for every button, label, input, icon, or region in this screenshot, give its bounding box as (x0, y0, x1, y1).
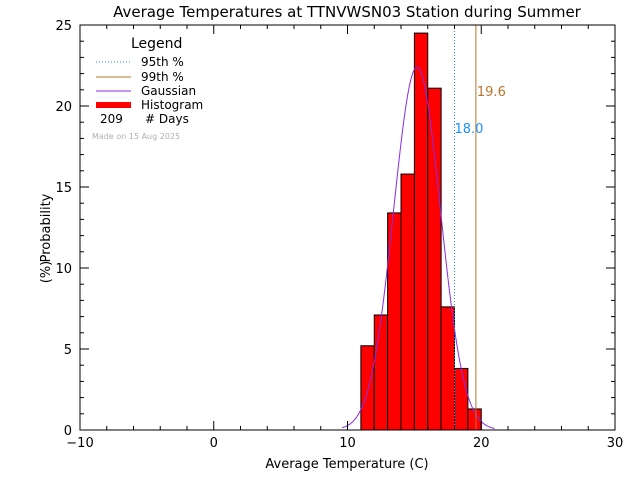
x-tick-label: 20 (473, 436, 490, 451)
p95-value-label: 18.0 (455, 122, 484, 137)
y-axis-label-line2: (%) (39, 261, 54, 284)
x-tick-label: 30 (607, 436, 624, 451)
made-on-note: Made on 15 Aug 2025 (92, 132, 180, 141)
y-tick-label: 15 (55, 181, 72, 196)
y-tick-label: 25 (55, 19, 72, 34)
legend-histogram-swatch (96, 102, 131, 108)
legend-p99-label: 99th % (141, 70, 184, 84)
gaussian-curve (341, 66, 495, 429)
legend-days-label: # Days (145, 112, 189, 126)
legend-title: Legend (131, 36, 182, 52)
y-tick-label: 20 (55, 100, 72, 115)
y-tick-label: 10 (55, 262, 72, 277)
chart-title: Average Temperatures at TTNVWSN03 Statio… (113, 3, 582, 21)
y-axis-label-line1: Probability (39, 193, 54, 262)
legend-gaussian-label: Gaussian (141, 84, 196, 98)
histogram-bar (427, 87, 442, 431)
x-tick-label: −10 (66, 436, 93, 451)
histogram-bar (360, 345, 375, 431)
legend-histogram-label: Histogram (141, 98, 203, 112)
y-tick-label: 5 (64, 343, 72, 358)
histogram-bar (400, 173, 415, 431)
x-tick-label: 0 (210, 436, 218, 451)
x-axis-label: Average Temperature (C) (265, 457, 428, 472)
histogram-bar (454, 367, 469, 431)
y-tick-label: 0 (64, 424, 72, 439)
y-axis-label: Probability (39, 193, 54, 262)
legend-p95-label: 95th % (141, 55, 184, 69)
x-tick-label: 10 (339, 436, 356, 451)
p99-value-label: 19.6 (477, 85, 506, 100)
legend: Legend 95th % 99th % Gaussian Histogram … (92, 36, 203, 141)
histogram-bar (373, 314, 389, 431)
histogram-bar (440, 306, 455, 431)
y-axis-label-unit: (%) (39, 261, 54, 284)
legend-days-count: 209 (100, 112, 123, 126)
histogram-bars (360, 32, 482, 431)
